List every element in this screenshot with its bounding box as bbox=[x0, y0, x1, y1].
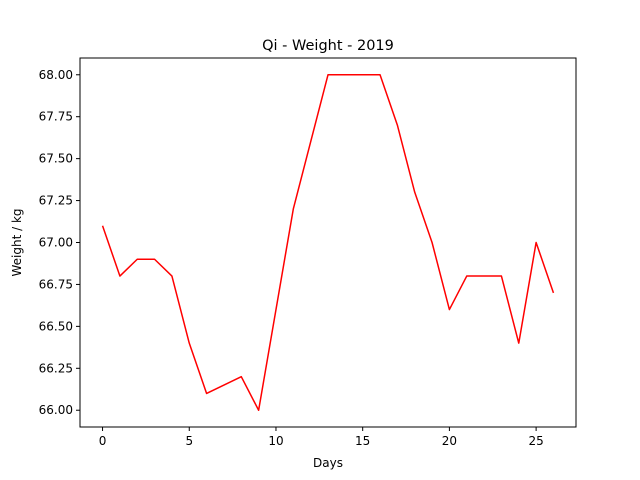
y-tick-label: 67.00 bbox=[39, 236, 73, 250]
plot-area bbox=[101, 74, 555, 411]
x-tick-label: 10 bbox=[268, 434, 283, 448]
y-axis-label: Weight / kg bbox=[10, 208, 24, 276]
x-tick-label: 25 bbox=[528, 434, 543, 448]
x-ticks: 0 5 10 15 20 25 bbox=[99, 427, 544, 448]
y-tick-label: 67.25 bbox=[39, 194, 73, 208]
y-tick-label: 66.50 bbox=[39, 319, 73, 333]
y-ticks: 66.00 66.25 66.50 66.75 67.00 67.25 67.50 67.75… bbox=[39, 68, 80, 417]
x-tick-label: 20 bbox=[442, 434, 457, 448]
y-tick-label: 67.75 bbox=[39, 110, 73, 124]
x-tick-label: 15 bbox=[355, 434, 370, 448]
y-tick-label: 66.75 bbox=[39, 277, 73, 291]
y-tick-label: 68.00 bbox=[39, 68, 73, 82]
x-axis-label: Days bbox=[313, 456, 343, 470]
chart-title: Qi - Weight - 2019 bbox=[262, 38, 394, 54]
y-tick-label: 66.00 bbox=[39, 403, 73, 417]
series-line bbox=[101, 74, 555, 411]
x-tick-label: 5 bbox=[185, 434, 193, 448]
x-tick-label: 0 bbox=[99, 434, 107, 448]
y-tick-label: 67.50 bbox=[39, 152, 73, 166]
y-tick-label: 66.25 bbox=[39, 361, 73, 375]
